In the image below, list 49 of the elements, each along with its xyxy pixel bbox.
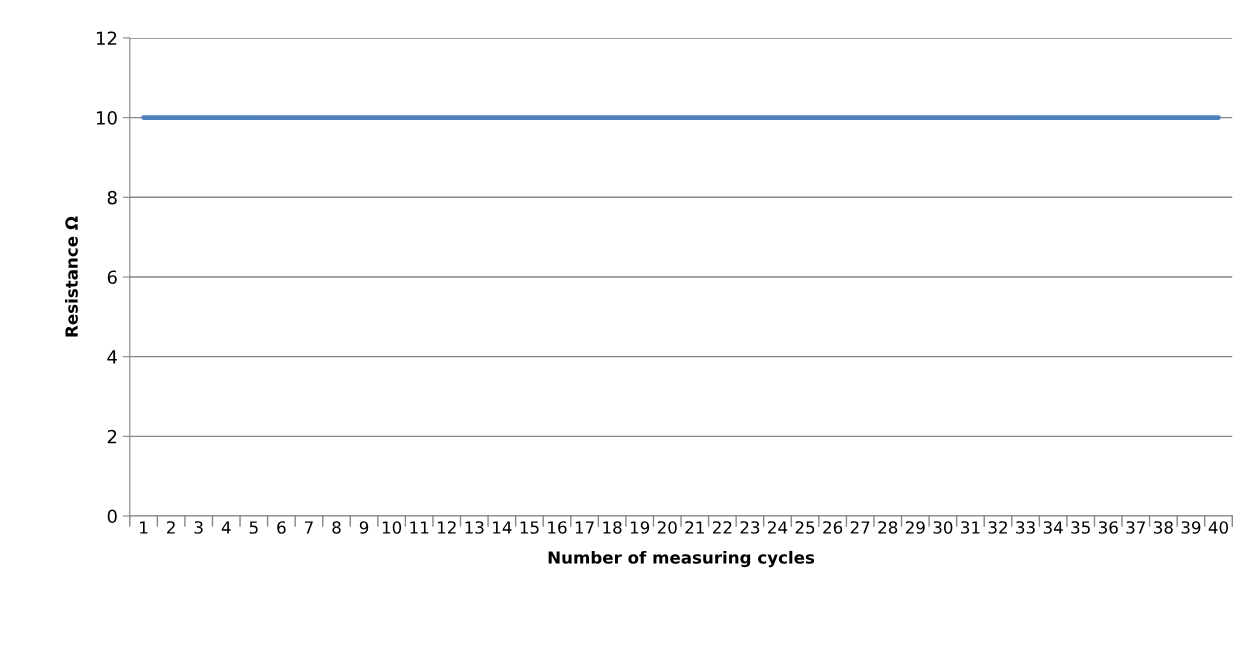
- x-tick-label: 30: [933, 521, 953, 534]
- x-tick-label: 38: [1154, 521, 1173, 534]
- x-tick-label: 9: [359, 521, 369, 534]
- x-tick-label: 27: [850, 521, 870, 534]
- x-tick-label: 15: [520, 521, 539, 534]
- x-tick-label: 13: [465, 521, 484, 534]
- x-tick-label: 28: [878, 521, 898, 534]
- y-axis-title: Resistance Ω: [64, 216, 78, 337]
- x-tick-label: 7: [305, 521, 313, 534]
- x-tick-label: 23: [740, 521, 760, 534]
- x-tick-label: 17: [575, 521, 594, 534]
- y-tick-label: 2: [107, 429, 117, 444]
- x-tick-label: 5: [249, 521, 258, 534]
- x-tick-label: 26: [823, 521, 843, 534]
- x-tick-label: 29: [905, 521, 925, 534]
- y-tick-label: 6: [107, 270, 117, 285]
- x-tick-label: 2: [167, 521, 175, 534]
- x-tick-label: 1: [140, 521, 148, 534]
- y-tick-label: 8: [107, 190, 117, 205]
- x-tick-label: 19: [630, 521, 650, 534]
- x-tick-label: 11: [410, 521, 429, 534]
- x-axis-title: Number of measuring cycles: [548, 550, 815, 568]
- x-tick-label: 22: [712, 521, 732, 534]
- x-tick-label: 8: [332, 521, 341, 534]
- x-tick-label: 37: [1126, 521, 1145, 534]
- x-tick-label: 20: [657, 521, 677, 534]
- x-tick-label: 10: [382, 521, 402, 534]
- x-tick-label: 34: [1043, 521, 1063, 534]
- x-tick-label: 14: [493, 521, 512, 534]
- x-tick-label: 25: [795, 521, 815, 534]
- x-tick-label: 32: [988, 521, 1007, 534]
- x-tick-label: 36: [1098, 521, 1118, 534]
- y-tick-label: 0: [107, 509, 117, 524]
- x-tick-label: 3: [194, 521, 203, 534]
- x-tick-label: 21: [685, 521, 704, 534]
- y-tick-label: 12: [96, 31, 117, 45]
- x-tick-label: 39: [1181, 521, 1201, 534]
- x-tick-label: 18: [603, 521, 622, 534]
- x-tick-label: 16: [548, 521, 567, 534]
- x-tick-label: 6: [277, 521, 286, 534]
- x-tick-label: 4: [221, 521, 231, 534]
- x-tick-label: 31: [961, 521, 980, 534]
- x-tick-label: 35: [1071, 521, 1090, 534]
- x-tick-label: 24: [768, 521, 788, 534]
- x-tick-label: 33: [1016, 521, 1035, 534]
- x-tick-label: 40: [1208, 521, 1228, 534]
- y-tick-label: 10: [96, 111, 117, 125]
- x-tick-label: 12: [437, 521, 456, 534]
- y-tick-label: 4: [107, 350, 117, 364]
